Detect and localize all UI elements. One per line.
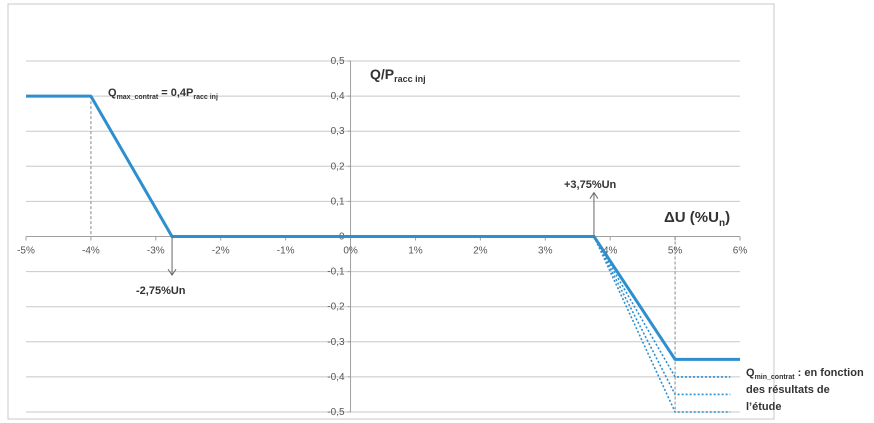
x-tick-label: 4%: [603, 246, 618, 257]
y-tick-label: -0,1: [327, 267, 345, 278]
chart-frame: [7, 3, 775, 420]
series-line-dotted: [593, 236, 731, 396]
x-tick-label: 2%: [473, 246, 488, 257]
arrow-down-head: [167, 268, 177, 277]
y-tick-label: -0,3: [327, 337, 345, 348]
x-tick-label: 1%: [408, 246, 423, 257]
y-tick-label: 0,1: [331, 196, 345, 207]
tick-labels: 0,50,40,30,20,10-0,1-0,2-0,3-0,4-0,5-5% -…: [17, 56, 747, 418]
y-tick-label: 0,4: [331, 91, 345, 102]
qmin-label: Qmin_contrat : en fonction: [746, 367, 864, 381]
qmin-label-line3: l’étude: [746, 401, 781, 413]
x-tick-label: 3%: [538, 246, 553, 257]
x-tick-label: -3%: [147, 246, 165, 257]
series-line-main: [26, 94, 740, 361]
qmin-label-line2: des résultats de: [746, 384, 830, 396]
x-tick-label: -1%: [277, 246, 295, 257]
y-tick-label: 0,2: [331, 161, 345, 172]
marker-up-label: +3,75%Un: [564, 179, 617, 191]
x-tick-label: -2%: [212, 246, 230, 257]
y-tick-label: -0,2: [327, 302, 345, 313]
y-tick-label: -0,5: [327, 407, 345, 418]
marker-arrows: [167, 191, 599, 277]
x-tick-label: -4%: [82, 246, 100, 257]
x-tick-label: 6%: [733, 246, 748, 257]
y-tick-label: 0,5: [331, 56, 345, 67]
qmax-label: Qmax_contrat = 0,4Pracc inj: [108, 87, 218, 101]
series-lines: [26, 94, 740, 413]
marker-down-label: -2,75%Un: [136, 285, 186, 297]
x-tick-label: -5%: [17, 246, 35, 257]
y-tick-label: 0,3: [331, 126, 345, 137]
y-tick-label: -0,4: [327, 372, 345, 383]
y-axis-title: Q/Pracc inj: [370, 66, 426, 84]
gridlines: [26, 60, 740, 413]
series-line-dotted: [593, 236, 731, 413]
reference-lines: [90, 96, 676, 412]
arrow-up-head: [589, 191, 599, 199]
x-tick-label: 5%: [668, 246, 683, 257]
x-tick-label: 0%: [343, 246, 358, 257]
x-axis-title: ΔU (%Un): [664, 209, 730, 229]
